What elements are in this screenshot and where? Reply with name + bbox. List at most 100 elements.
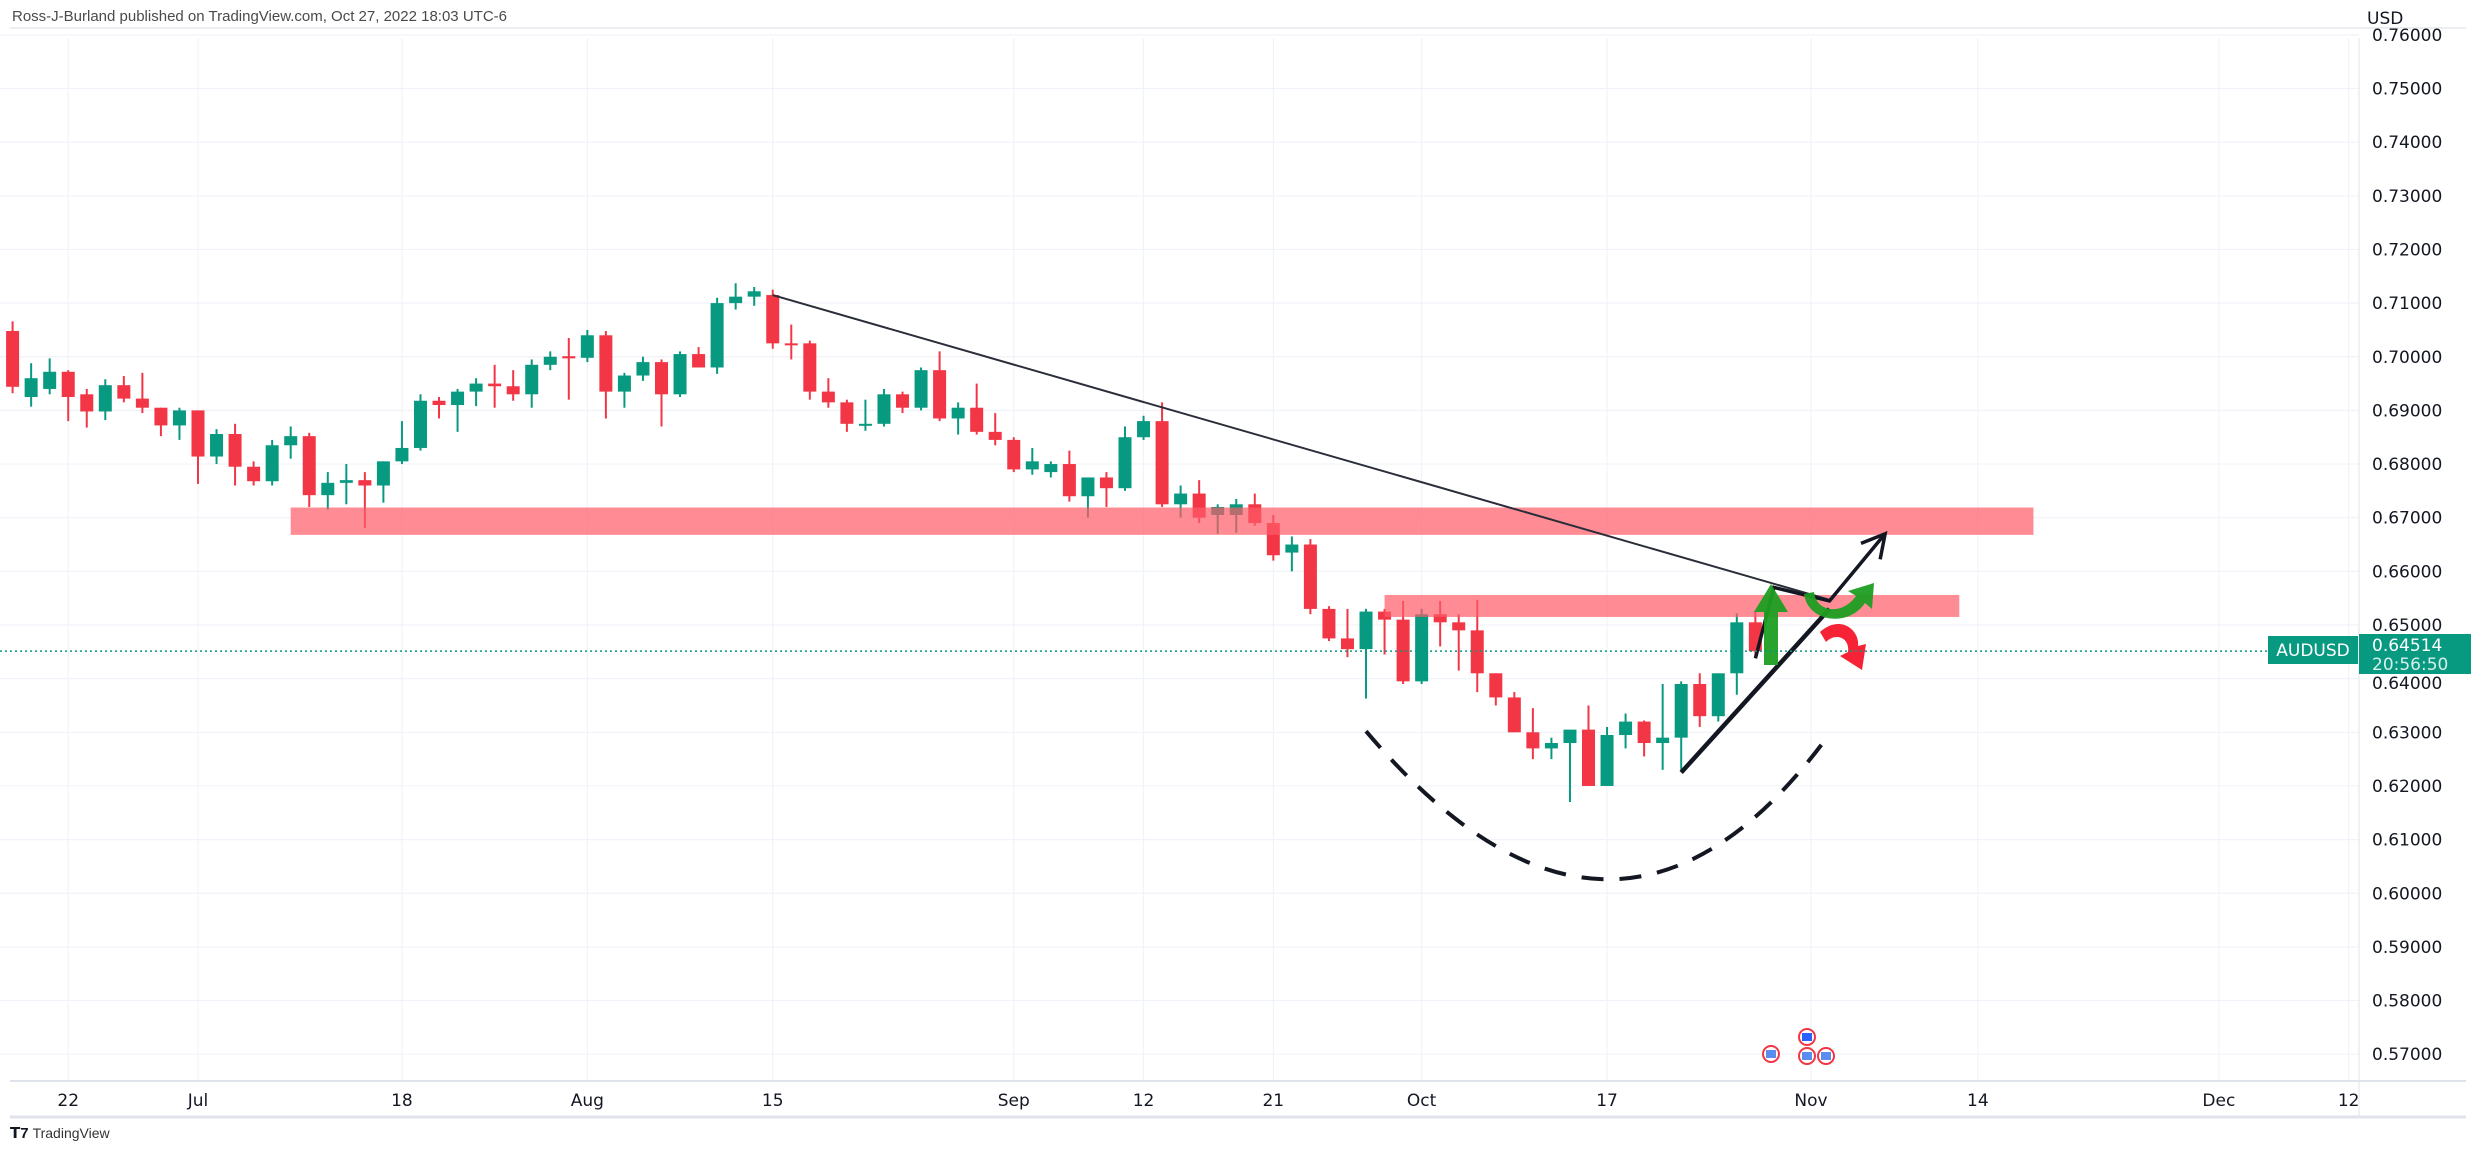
flag-au-icon[interactable] — [1798, 1028, 1816, 1046]
candle-body — [24, 378, 38, 397]
candle-body — [858, 423, 872, 426]
candle — [1507, 692, 1521, 733]
resistance-zone — [1384, 594, 1960, 617]
annotation-arrows — [1754, 583, 1874, 670]
candle-body — [747, 291, 761, 297]
flag-us-icon[interactable] — [1762, 1045, 1780, 1063]
candle — [488, 364, 502, 408]
time-tick-label: Jul — [187, 1091, 209, 1111]
price-axis[interactable]: 0.76000 0.75000 0.74000 0.73000 0.72000 0.710… — [2358, 26, 2442, 1117]
candle — [1118, 426, 1132, 491]
candle-body — [896, 394, 910, 408]
candle — [6, 321, 20, 394]
time-tick-label: 12 — [1133, 1091, 1155, 1111]
candle — [117, 376, 131, 403]
price-tick-label: 0.71000 — [2372, 294, 2442, 314]
candle — [1155, 402, 1169, 507]
candle — [247, 461, 261, 486]
candle — [1359, 608, 1373, 699]
time-tick-label: Sep — [998, 1091, 1030, 1111]
candle — [321, 472, 335, 510]
candle — [840, 399, 854, 432]
candle-body — [1674, 684, 1688, 738]
symbol-tag: AUDUSD — [2268, 636, 2358, 664]
candle-body — [302, 436, 316, 496]
candle — [877, 388, 891, 427]
candle-body — [395, 447, 409, 462]
candle-body — [1711, 673, 1725, 717]
candle-body — [710, 303, 724, 368]
candle-body — [933, 370, 947, 419]
candle-body — [321, 482, 335, 496]
flag-us-icon[interactable] — [1798, 1047, 1816, 1065]
candle-body — [580, 335, 594, 358]
candle-body — [247, 466, 261, 482]
candles — [6, 283, 1762, 803]
candle-body — [1730, 622, 1744, 674]
candle-body — [1044, 464, 1058, 473]
candle-body — [1118, 437, 1132, 489]
candle-body — [488, 383, 502, 387]
price-tick-label: 0.58000 — [2372, 992, 2442, 1012]
symbol-tag-bg — [2268, 636, 2358, 664]
projection-arrowhead-icon — [1860, 530, 1888, 560]
price-tick-label: 0.65000 — [2372, 616, 2442, 636]
candle-body — [525, 364, 539, 395]
candle-body — [1137, 421, 1151, 438]
candle-body — [1470, 630, 1484, 674]
candle-body — [1563, 729, 1577, 744]
candle-body — [1489, 673, 1503, 698]
candle — [821, 378, 835, 408]
candle — [988, 413, 1002, 446]
candle-body — [284, 436, 298, 446]
candle-body — [1025, 461, 1039, 470]
last-price-tag: 0.64514 20:56:50 — [2359, 634, 2471, 675]
time-tick-label: 15 — [762, 1091, 784, 1111]
candle — [1340, 608, 1354, 658]
economic-events[interactable] — [1762, 1028, 1835, 1065]
resistance-zone — [290, 507, 2034, 535]
time-tick-label: Oct — [1407, 1091, 1437, 1111]
candle — [655, 359, 668, 427]
candle-body — [1285, 544, 1299, 553]
candle — [1137, 415, 1151, 440]
candle-body — [692, 354, 706, 368]
candle-body — [154, 407, 168, 426]
time-tick-label: 21 — [1262, 1091, 1284, 1111]
candle-body — [1081, 477, 1095, 497]
last-price-value: 0.64514 — [2372, 636, 2442, 656]
candle — [1582, 705, 1595, 786]
candle — [636, 356, 650, 381]
candle — [24, 363, 38, 407]
candle-body — [543, 356, 557, 365]
candle-body — [469, 383, 483, 392]
candle-body — [803, 343, 817, 392]
candle-body — [98, 385, 112, 412]
event-flag — [1802, 1033, 1812, 1041]
candle — [1322, 606, 1336, 642]
candle — [1693, 673, 1707, 727]
time-axis[interactable]: 22 Jul 18 Aug 15 Sep 12 21 Oct 17 Nov 14 Dec 12 — [10, 1080, 2466, 1119]
candle-body — [1062, 464, 1076, 497]
time-tick-label: 17 — [1596, 1091, 1618, 1111]
price-tick-label: 0.61000 — [2372, 831, 2442, 851]
price-tick-label: 0.68000 — [2372, 455, 2442, 475]
tradingview-brand[interactable]: 𝗧7 TradingView — [10, 1124, 110, 1142]
candle-body — [562, 356, 576, 359]
bar-countdown: 20:56:50 — [2372, 655, 2448, 675]
candle — [1563, 729, 1577, 803]
candle — [302, 432, 316, 507]
candle-body — [1637, 721, 1651, 744]
candle-body — [1322, 608, 1336, 639]
candle — [1025, 447, 1039, 475]
price-tick-label: 0.74000 — [2372, 133, 2442, 153]
candle-body — [376, 461, 390, 486]
candle — [1285, 536, 1299, 572]
candle — [135, 372, 149, 414]
candle-body — [1619, 721, 1633, 735]
flag-us-icon[interactable] — [1817, 1047, 1835, 1065]
candle — [933, 351, 947, 422]
candle-body — [358, 480, 372, 486]
price-tick-label: 0.64000 — [2372, 674, 2442, 694]
